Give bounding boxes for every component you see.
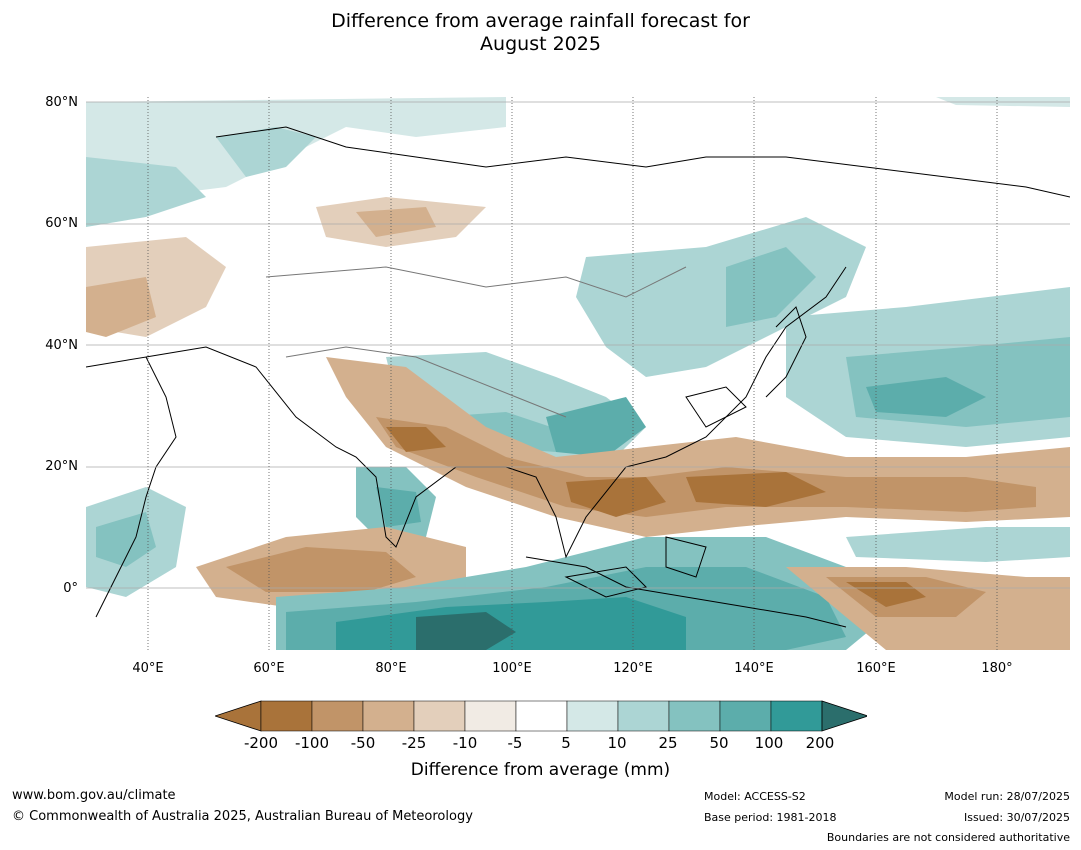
lat-label-80n: 80°N [45, 95, 78, 110]
colorbar-segment [566, 700, 619, 732]
footer-copyright: © Commonwealth of Australia 2025, Austra… [12, 809, 473, 824]
lat-label-60n: 60°N [45, 216, 78, 231]
colorbar-tick-2: -100 [294, 734, 330, 752]
footer-base-period: Base period: 1981-2018 [704, 811, 837, 824]
colorbar-tick-1: -200 [243, 734, 279, 752]
colorbar-tick-10: 50 [709, 734, 729, 752]
title-line-2: August 2025 [480, 33, 601, 55]
colorbar-tick-8: 10 [607, 734, 627, 752]
colorbar-left-arrow [215, 700, 262, 732]
colorbar-title: Difference from average (mm) [410, 760, 671, 780]
colorbar-segment [311, 700, 364, 732]
footer-url[interactable]: www.bom.gov.au/climate [12, 788, 176, 803]
colorbar-tick-12: 200 [805, 734, 835, 752]
colorbar-tick-4: -25 [401, 734, 427, 752]
colorbar-tick-7: 5 [561, 734, 571, 752]
colorbar-right-arrow [821, 700, 867, 732]
lon-label-140e: 140°E [734, 661, 774, 676]
footer-disclaimer: Boundaries are not considered authoritat… [826, 831, 1070, 844]
lon-label-40e: 40°E [132, 661, 164, 676]
lon-label-100e: 100°E [492, 661, 532, 676]
lat-label-0: 0° [63, 581, 78, 596]
colorbar-segment [617, 700, 670, 732]
lat-label-20n: 20°N [45, 459, 78, 474]
map-title: Difference from average rainfall forecas… [0, 10, 1081, 56]
colorbar-segment [719, 700, 772, 732]
lon-label-60e: 60°E [253, 661, 285, 676]
colorbar-segment [464, 700, 517, 732]
colorbar-segment [668, 700, 721, 732]
map-canvas [85, 97, 1071, 650]
colorbar-tick-9: 25 [658, 734, 678, 752]
colorbar-tick-11: 100 [754, 734, 784, 752]
lon-label-180: 180° [981, 661, 1013, 676]
title-line-1: Difference from average rainfall forecas… [331, 10, 750, 32]
colorbar-segment [770, 700, 823, 732]
footer-model-run: Model run: 28/07/2025 [944, 790, 1070, 803]
lat-label-40n: 40°N [45, 338, 78, 353]
lon-label-120e: 120°E [613, 661, 653, 676]
footer-issued: Issued: 30/07/2025 [963, 811, 1070, 824]
rainfall-anomaly-map [85, 97, 1071, 650]
colorbar-segment [260, 700, 313, 732]
colorbar-segment [515, 700, 568, 732]
colorbar-tick-5: -10 [452, 734, 478, 752]
lon-label-160e: 160°E [856, 661, 896, 676]
footer-model: Model: ACCESS-S2 [704, 790, 806, 803]
colorbar-tick-6: -5 [507, 734, 523, 752]
colorbar [215, 700, 867, 732]
lon-label-80e: 80°E [375, 661, 407, 676]
colorbar-segment [362, 700, 415, 732]
colorbar-tick-3: -50 [350, 734, 376, 752]
colorbar-segment [413, 700, 466, 732]
